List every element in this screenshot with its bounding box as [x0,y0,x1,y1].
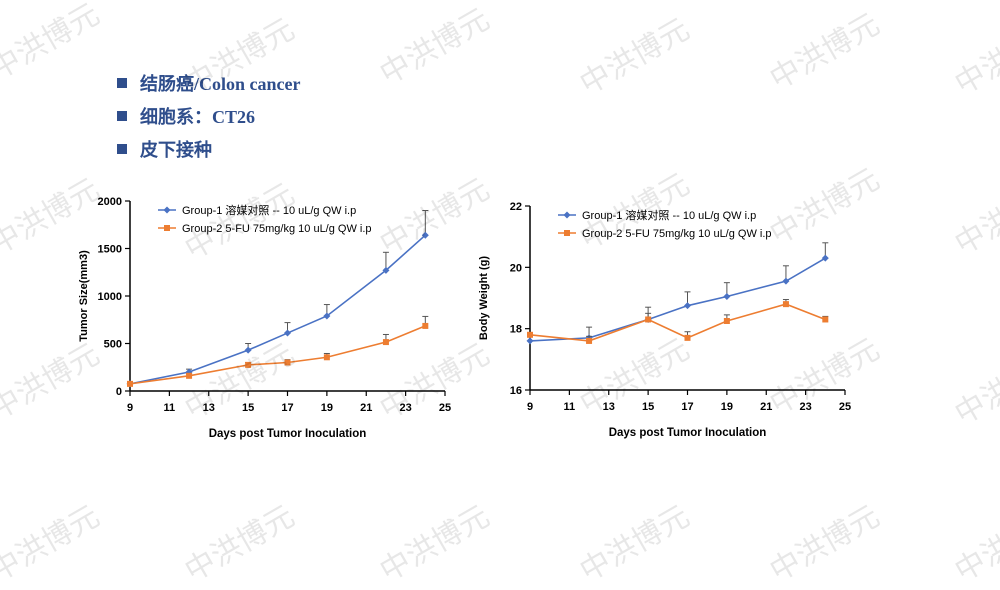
tumor-series-2-point [284,359,291,366]
tumor-series-2-point [382,339,389,346]
square-bullet-icon [117,110,127,121]
watermark-text: 中洪博元 [764,6,886,98]
square-bullet-icon [117,77,127,88]
bullet-list: 结肠癌/Colon cancer 细胞系：CT26 皮下接种 [117,66,300,165]
tumor-series-2-point [245,361,252,368]
tumor-legend-label: Group-2 5-FU 75mg/kg 10 uL/g QW i.p [182,223,372,235]
tumor-series-2-point [323,354,330,361]
tumor-y-tick-label: 1500 [98,244,122,256]
tumor-x-tick-label: 21 [360,402,372,414]
watermark-text: 中洪博元 [949,171,1000,263]
watermark-text: 中洪博元 [574,498,696,590]
bullet-item-inoculation: 皮下接种 [117,132,300,165]
weight-y-tick-label: 22 [510,201,522,213]
weight-legend-marker [563,211,571,219]
weight-y-axis-label: Body Weight (g) [478,256,490,340]
watermark-text: 中洪博元 [374,1,496,93]
tumor-series-1-point [382,266,390,274]
watermark-text: 中洪博元 [574,11,696,103]
weight-series-1-point [526,337,534,345]
tumor-series-1-point [421,231,429,239]
weight-y-tick-label: 16 [510,385,522,397]
tumor-x-tick-label: 15 [242,402,254,414]
watermark-text: 中洪博元 [374,498,496,590]
tumor-x-tick-label: 19 [321,402,333,414]
weight-x-axis-label: Days post Tumor Inoculation [609,427,767,439]
tumor-x-tick-label: 25 [439,402,451,414]
weight-y-tick-label: 18 [510,324,522,336]
tumor-y-tick-label: 2000 [98,196,122,208]
tumor-x-tick-label: 9 [127,402,133,414]
weight-legend-label: Group-2 5-FU 75mg/kg 10 uL/g QW i.p [582,228,772,240]
tumor-legend-marker [163,206,171,214]
bullet-item-cell-line: 细胞系：CT26 [117,99,300,132]
watermark-text: 中洪博元 [949,498,1000,590]
tumor-y-axis-label: Tumor Size(mm3) [78,250,90,342]
weight-x-tick-label: 17 [681,401,693,413]
tumor-size-chart: 9 11 13 15 17 19 21 23 25 0 500 1000 1500 2000 Days po… [78,196,451,440]
weight-x-tick-label: 21 [760,401,772,413]
weight-series-2-point [782,301,789,308]
weight-series-1-point [821,254,829,262]
bullet-text: 细胞系：CT26 [140,106,256,127]
weight-x-tick-label: 19 [721,401,733,413]
weight-x-tick-label: 9 [527,401,533,413]
weight-legend-marker [564,230,570,236]
tumor-legend-label: Group-1 溶媒对照 -- 10 uL/g QW i.p [182,203,356,217]
weight-series-2-point [684,334,691,341]
tumor-series-2-point [422,322,429,329]
watermark-text: 中洪博元 [0,0,106,88]
weight-series-2-point [586,337,593,344]
weight-x-tick-label: 13 [603,401,615,413]
tumor-series-1-line [129,234,426,385]
tumor-series-2-point [186,372,193,379]
bullet-item-cancer-type: 结肠癌/Colon cancer [117,66,300,99]
watermark-text: 中洪博元 [949,341,1000,433]
watermark-text: 中洪博元 [949,11,1000,103]
tumor-x-axis-label: Days post Tumor Inoculation [209,428,367,440]
weight-series-2-point [645,316,652,323]
tumor-x-tick-label: 23 [400,402,412,414]
tumor-series-1-point [244,346,252,354]
weight-series-2-point [822,316,829,323]
weight-series-1-point [782,277,790,285]
tumor-x-tick-label: 13 [203,402,215,414]
weight-x-tick-label: 11 [564,401,576,413]
weight-series-2-point [527,331,533,338]
weight-series-2-point [723,318,730,324]
weight-x-tick-label: 15 [642,401,654,413]
tumor-series-1-point [323,312,331,320]
tumor-y-tick-label: 1000 [98,291,122,303]
watermark-text: 中洪博元 [764,498,886,590]
bullet-text: 皮下接种 [140,139,212,160]
tumor-x-tick-label: 17 [281,402,293,414]
tumor-x-tick-label: 11 [164,402,176,414]
weight-x-tick-label: 25 [839,401,851,413]
tumor-series-2-point [127,380,133,387]
watermark-text: 中洪博元 [179,498,301,590]
tumor-series-1-point [284,329,291,337]
weight-x-tick-label: 23 [800,401,812,413]
weight-series-1-point [684,302,691,310]
weight-series-1-point [723,292,731,300]
weight-series-1-line [529,257,826,342]
bullet-text: 结肠癌/Colon cancer [140,73,301,94]
tumor-y-tick-label: 500 [104,339,122,351]
tumor-legend-marker [164,225,170,231]
weight-y-tick-label: 20 [510,262,522,274]
body-weight-chart: 9 11 13 15 17 19 21 23 25 16 18 20 22 Days post Tumor… [478,201,851,439]
watermark-text: 中洪博元 [0,498,106,590]
square-bullet-icon [117,143,127,154]
tumor-y-tick-label: 0 [116,386,122,398]
weight-legend-label: Group-1 溶媒对照 -- 10 uL/g QW i.p [582,208,756,222]
